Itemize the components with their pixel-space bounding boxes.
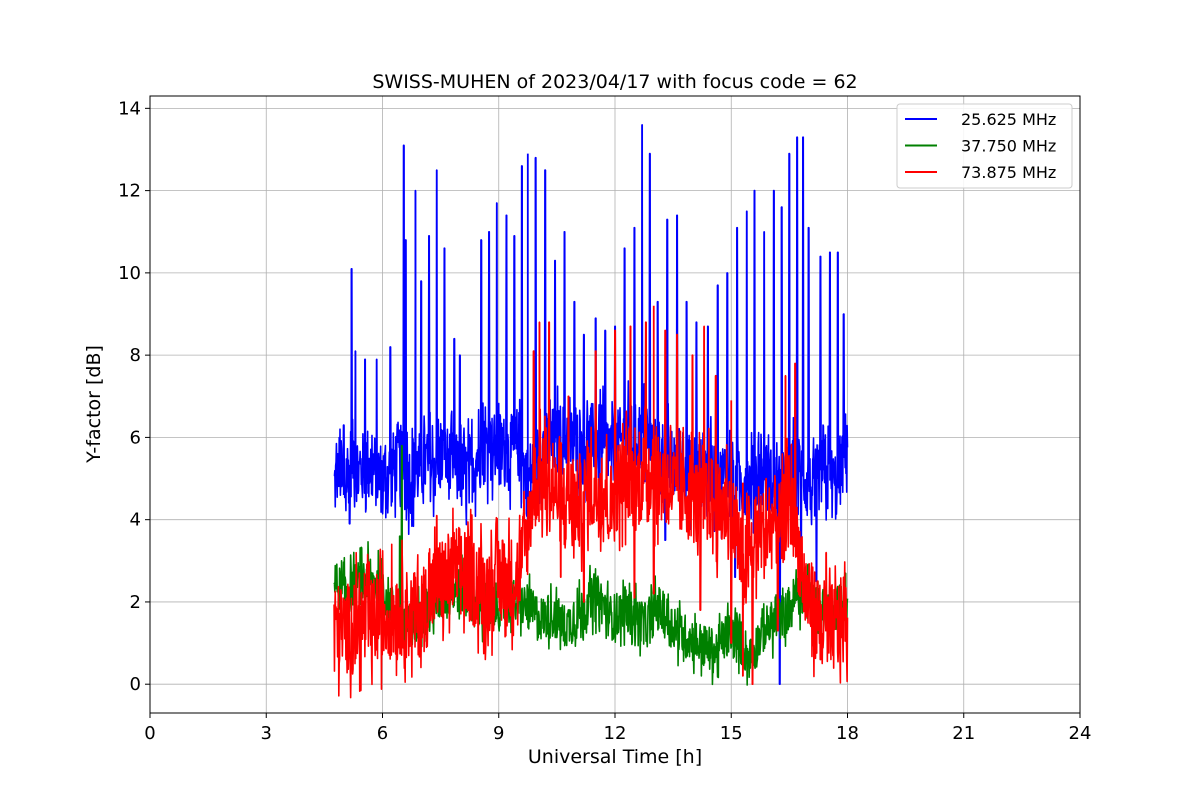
x-axis-title: Universal Time [h] <box>528 746 702 768</box>
y-tick-label: 14 <box>118 98 141 119</box>
x-tick-label: 9 <box>493 723 504 744</box>
y-tick-label: 6 <box>130 427 141 448</box>
x-tick-label: 12 <box>604 723 627 744</box>
x-tick-label: 0 <box>144 723 155 744</box>
legend: 25.625 MHz 37.750 MHz 73.875 MHz <box>896 103 1073 189</box>
plot-area <box>333 123 849 699</box>
legend-label: 37.750 MHz <box>961 137 1056 156</box>
y-axis-title: Y-factor [dB] <box>83 345 105 464</box>
legend-label: 25.625 MHz <box>961 110 1056 129</box>
y-tick-label: 12 <box>118 181 141 202</box>
x-tick-label: 24 <box>1069 723 1092 744</box>
y-tick-label: 10 <box>118 263 141 284</box>
x-tick-label: 18 <box>836 723 859 744</box>
series-line-3 <box>333 321 849 699</box>
legend-label: 73.875 MHz <box>961 163 1056 182</box>
legend-box <box>896 103 1073 189</box>
series-line-1 <box>333 123 849 686</box>
x-tick-label: 15 <box>720 723 743 744</box>
x-tick-label: 6 <box>377 723 388 744</box>
x-tick-label: 21 <box>952 723 975 744</box>
y-tick-label: 2 <box>130 592 141 613</box>
y-tick-label: 8 <box>130 345 141 366</box>
y-tick-label: 0 <box>130 674 141 695</box>
x-tick-label: 3 <box>261 723 272 744</box>
chart-title: SWISS-MUHEN of 2023/04/17 with focus cod… <box>372 71 857 93</box>
y-tick-label: 4 <box>130 510 141 531</box>
